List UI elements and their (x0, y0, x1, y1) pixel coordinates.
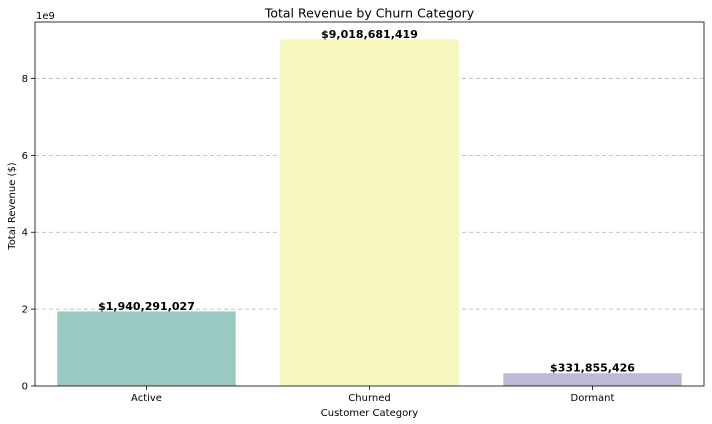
x-axis-ticks: Active Churned Dormant (131, 386, 615, 404)
y-tick-label: 2 (22, 305, 28, 316)
y-tick-label: 4 (22, 228, 28, 239)
bar-value-label: $331,855,426 (550, 362, 635, 375)
x-tick-label: Dormant (571, 393, 615, 404)
x-tick-label: Churned (348, 393, 390, 404)
y-axis-offset-text: 1e9 (36, 11, 55, 22)
y-axis-ticks: 0 2 4 6 8 (22, 74, 35, 393)
y-tick-label: 8 (22, 74, 28, 85)
x-tick-label: Active (131, 393, 162, 404)
bar-value-labels: $1,940,291,027 $9,018,681,419 $331,855,426 (98, 28, 635, 375)
bars (57, 39, 682, 386)
y-tick-label: 0 (22, 382, 28, 393)
chart-title: Total Revenue by Churn Category (264, 6, 475, 21)
bar-value-label: $1,940,291,027 (98, 300, 195, 313)
bar-churned (280, 39, 459, 386)
y-tick-label: 6 (22, 151, 28, 162)
y-axis-label: Total Revenue ($) (7, 162, 18, 251)
bar-dormant (503, 373, 682, 386)
bar-value-label: $9,018,681,419 (321, 28, 418, 41)
x-axis-label: Customer Category (321, 408, 419, 419)
bar-active (57, 311, 236, 386)
